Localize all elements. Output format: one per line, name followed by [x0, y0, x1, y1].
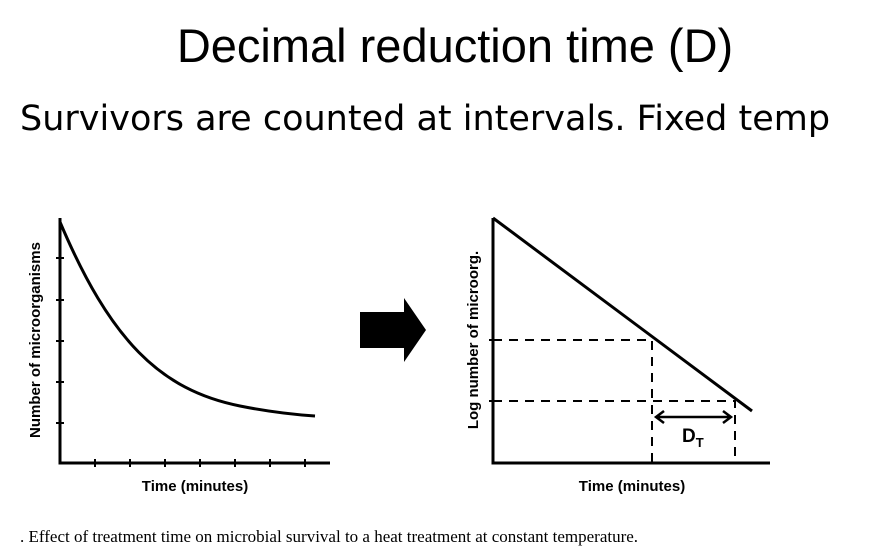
- axes: [491, 218, 770, 465]
- ticks: [56, 257, 306, 467]
- left-chart: Number of microorganisms Time (minutes): [27, 218, 330, 495]
- right-chart: DT Log number of microorg. Time (minutes…: [465, 216, 770, 495]
- title: Decimal reduction time (D): [177, 19, 733, 72]
- log-line: [492, 216, 753, 413]
- arrow: [360, 298, 426, 362]
- y-label: Number of microorganisms: [27, 242, 44, 438]
- x-label: Time (minutes): [142, 478, 248, 495]
- curve: [58, 221, 316, 418]
- axes: [58, 218, 330, 465]
- guides: [493, 339, 736, 463]
- subtitle: Survivors are counted at intervals. Fixe…: [20, 99, 830, 139]
- y-label: Log number of microorg.: [465, 251, 482, 429]
- x-label: Time (minutes): [579, 478, 685, 495]
- caption: . Effect of treatment time on microbial …: [20, 527, 638, 546]
- interval-label: DT: [682, 426, 704, 450]
- d: D: [682, 426, 696, 447]
- interval-arrow: [653, 410, 734, 424]
- subscript: T: [696, 435, 704, 450]
